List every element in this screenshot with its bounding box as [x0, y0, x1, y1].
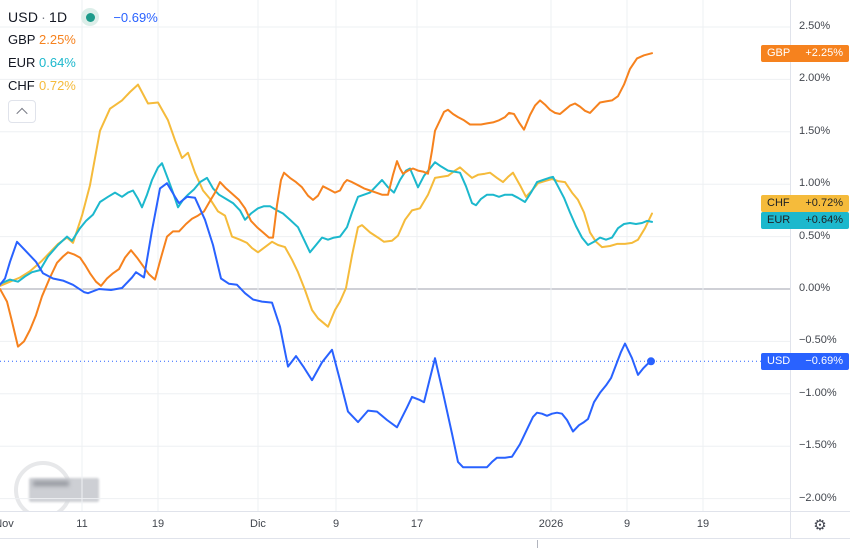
price-axis-tick: 0.00%: [799, 282, 831, 294]
compare-symbol-value: 0.72%: [39, 78, 76, 93]
legend-collapse-button[interactable]: [8, 100, 36, 123]
time-axis-tick: 19: [151, 518, 165, 530]
pane-bottom-border: [0, 538, 850, 539]
price-axis[interactable]: 2.50% 2.00% 1.50% 1.00% 0.50% 0.00% −0.50% −1.0…: [761, 0, 850, 538]
symbol-name: USD: [8, 9, 39, 25]
axis-settings-gear-icon[interactable]: ⚙: [813, 517, 827, 534]
interval-label: 1D: [49, 9, 68, 25]
price-label-symbol: CHF: [767, 197, 790, 209]
legend-row-eur[interactable]: EUR 0.64%: [8, 51, 158, 74]
price-axis-tick: 2.00%: [799, 72, 831, 84]
price-axis-tick: −1.00%: [799, 387, 837, 399]
time-axis-tick: Nov: [0, 518, 14, 530]
series-line-eur[interactable]: [0, 161, 653, 285]
price-axis-tick: 0.50%: [799, 230, 831, 242]
price-label-value: +0.72%: [805, 197, 843, 209]
watermark-blur-smudge: [33, 481, 69, 486]
price-label-eur: EUR +0.64%: [761, 212, 849, 229]
pane-resize-handle[interactable]: [537, 540, 538, 548]
compare-symbol-value: 2.25%: [39, 32, 76, 47]
series-line-gbp[interactable]: [0, 52, 653, 348]
series-line-chf[interactable]: [0, 83, 653, 328]
series-line-usd[interactable]: [0, 182, 652, 469]
price-label-gbp: GBP +2.25%: [761, 45, 849, 62]
legend-main-row[interactable]: USD · 1D −0.69%: [8, 6, 158, 28]
time-axis-tick: 19: [696, 518, 710, 530]
last-price-dot: [647, 357, 655, 366]
price-label-usd: USD −0.69%: [761, 353, 849, 370]
compare-symbol-label: CHF: [8, 78, 35, 93]
symbol-change-value: −0.69%: [113, 9, 158, 25]
source-dot-icon[interactable]: [81, 8, 100, 26]
symbol-title[interactable]: USD · 1D: [8, 9, 67, 25]
time-axis-tick: 9: [332, 518, 340, 530]
price-axis-tick: −2.00%: [799, 492, 837, 504]
legend-row-chf[interactable]: CHF 0.72%: [8, 74, 158, 97]
price-axis-tick: −1.50%: [799, 439, 837, 451]
time-axis-tick: Dic: [250, 518, 266, 530]
legend: USD · 1D −0.69% GBP 2.25% EUR 0.64% CHF 0.…: [8, 6, 158, 123]
price-label-symbol: USD: [767, 355, 791, 367]
compare-symbol-label: GBP: [8, 32, 36, 47]
chevron-up-icon: [16, 107, 28, 119]
time-axis-tick: 17: [410, 518, 424, 530]
price-axis-tick: 1.00%: [799, 177, 831, 189]
time-axis-border: [0, 511, 850, 512]
price-label-chf: CHF +0.72%: [761, 195, 849, 212]
compare-symbol-label: EUR: [8, 55, 36, 70]
time-axis-tick: 11: [76, 518, 88, 530]
price-label-value: +2.25%: [805, 47, 843, 59]
compare-symbol-value: 0.64%: [39, 55, 76, 70]
price-label-symbol: GBP: [767, 47, 791, 59]
price-label-symbol: EUR: [767, 214, 791, 226]
price-axis-tick: 1.50%: [799, 125, 831, 137]
time-axis-tick: 2026: [538, 518, 564, 530]
price-label-value: +0.64%: [805, 214, 843, 226]
price-axis-tick: −0.50%: [799, 334, 837, 346]
price-label-value: −0.69%: [805, 355, 843, 367]
legend-row-gbp[interactable]: GBP 2.25%: [8, 28, 158, 51]
price-axis-border: [790, 0, 791, 538]
price-axis-tick: 2.50%: [799, 20, 831, 32]
time-axis-tick: 9: [623, 518, 631, 530]
title-separator: ·: [41, 9, 47, 25]
time-axis[interactable]: Nov 11 19 Dic 9 17 2026 9 19: [0, 511, 791, 538]
